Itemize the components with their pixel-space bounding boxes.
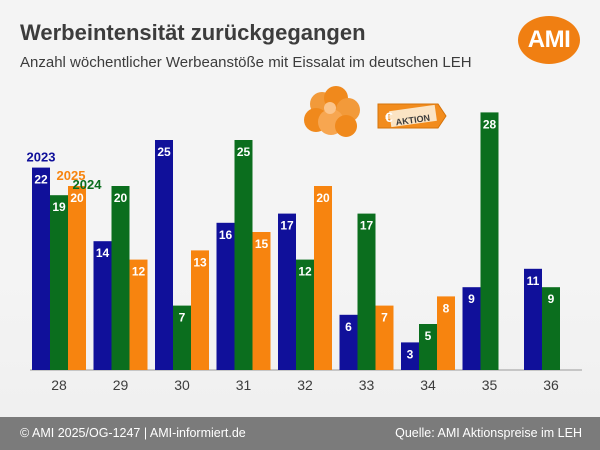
- legend-label-2024: 2024: [73, 177, 103, 192]
- x-tick-label: 33: [359, 377, 375, 393]
- bar-2024-kw30: [173, 305, 191, 370]
- bar-2025-kw32: [314, 186, 332, 370]
- svg-text:€: €: [385, 109, 393, 125]
- data-label: 7: [381, 311, 388, 325]
- x-tick-label: 32: [297, 377, 313, 393]
- data-label: 17: [360, 219, 374, 233]
- bar-2023-kw34: [401, 342, 419, 370]
- data-label: 25: [237, 145, 251, 159]
- data-label: 12: [132, 265, 146, 279]
- svg-text:AKTION: AKTION: [395, 113, 431, 128]
- legend-label-2025: 2025: [57, 168, 86, 183]
- x-tick-label: 29: [113, 377, 129, 393]
- bar-2025-kw28: [68, 186, 86, 370]
- data-label: 5: [425, 329, 432, 343]
- bar-2023-kw31: [216, 222, 235, 370]
- data-label: 22: [34, 173, 48, 187]
- bar-2024-kw29: [111, 186, 130, 370]
- legend-label-2023: 2023: [27, 150, 56, 165]
- bar-2023-kw36: [524, 268, 542, 370]
- footer-source: Quelle: AMI Aktionspreise im LEH: [395, 426, 582, 440]
- data-label: 9: [468, 292, 475, 306]
- data-label: 3: [407, 347, 414, 361]
- x-tick-label: 36: [543, 377, 559, 393]
- x-tick-label: 34: [420, 377, 436, 393]
- data-label: 8: [443, 301, 450, 315]
- lettuce-icon: [304, 86, 360, 137]
- bar-2023-kw32: [278, 213, 296, 370]
- data-label: 25: [157, 145, 171, 159]
- x-tick-label: 28: [51, 377, 67, 393]
- bar-2024-kw31: [234, 140, 253, 370]
- bar-2025-kw30: [191, 250, 209, 370]
- bar-2024-kw28: [50, 195, 68, 370]
- bar-2023-kw35: [462, 287, 481, 370]
- bar-2023-kw29: [93, 241, 112, 370]
- bar-2025-kw34: [437, 296, 455, 370]
- data-label: 13: [193, 255, 207, 269]
- data-label: 7: [179, 311, 186, 325]
- bar-2024-kw35: [480, 112, 499, 371]
- data-label: 15: [255, 237, 269, 251]
- data-label: 17: [280, 219, 294, 233]
- chart-subtitle: Anzahl wöchentlicher Werbeanstöße mit Ei…: [20, 54, 472, 71]
- data-label: 28: [483, 117, 497, 131]
- bar-2024-kw33: [357, 213, 376, 370]
- data-label: 6: [345, 320, 352, 334]
- bar-2023-kw30: [155, 140, 173, 370]
- data-label: 20: [316, 191, 330, 205]
- data-label: 20: [70, 191, 84, 205]
- data-label: 16: [219, 228, 233, 242]
- bar-2025-kw31: [252, 232, 271, 370]
- bar-2024-kw36: [542, 287, 560, 370]
- data-label: 9: [548, 292, 555, 306]
- data-label: 11: [527, 274, 540, 288]
- footer-bar: © AMI 2025/OG-1247 | AMI-informiert.de Q…: [0, 417, 600, 450]
- x-tick-label: 31: [236, 377, 252, 393]
- price-tag-icon: € AKTION: [377, 103, 447, 129]
- bar-2024-kw34: [419, 324, 437, 370]
- chart-title: Werbeintensität zurückgegangen: [20, 20, 366, 45]
- data-label: 20: [114, 191, 128, 205]
- data-label: 12: [298, 265, 312, 279]
- x-tick-label: 30: [174, 377, 190, 393]
- bar-2023-kw33: [339, 314, 358, 370]
- bar-2025-kw29: [129, 259, 148, 370]
- bar-2024-kw32: [296, 259, 314, 370]
- data-label: 19: [52, 200, 66, 214]
- bar-2025-kw33: [375, 305, 394, 370]
- data-label: 14: [96, 246, 110, 260]
- x-tick-label: 35: [482, 377, 498, 393]
- bar-2023-kw28: [32, 167, 50, 370]
- bar-chart: € AKTION 2219202814201229257133016251531…: [27, 86, 582, 393]
- footer-copyright[interactable]: © AMI 2025/OG-1247 | AMI-informiert.de: [20, 426, 246, 440]
- ami-logo: AMI: [518, 16, 580, 64]
